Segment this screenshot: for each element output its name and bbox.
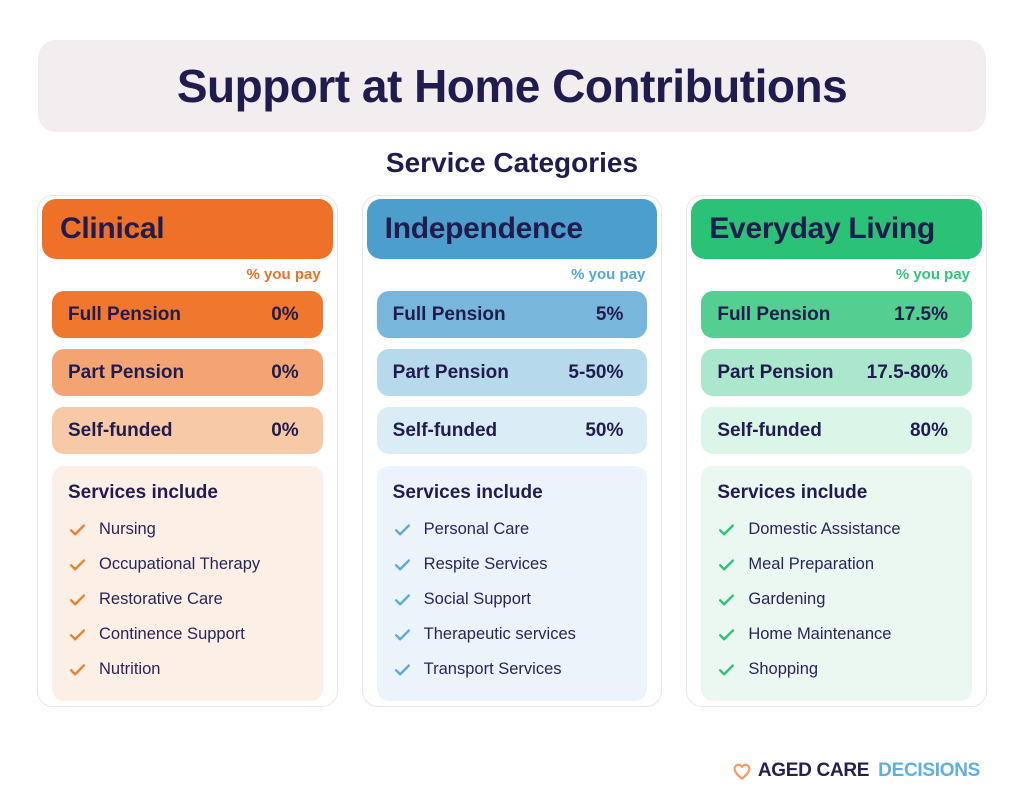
list-item: Gardening: [717, 582, 956, 617]
services-heading: Services include: [717, 482, 868, 503]
list-item: Nursing: [68, 512, 307, 547]
check-icon: [719, 594, 735, 606]
tier-value: 5%: [595, 303, 624, 325]
list-item: Meal Preparation: [717, 547, 956, 582]
check-icon: [719, 664, 735, 676]
check-icon: [719, 559, 735, 571]
service-label: Domestic Assistance: [748, 520, 901, 538]
list-item: Shopping: [717, 652, 956, 687]
service-label: Gardening: [748, 590, 826, 608]
list-item: Nutrition: [68, 652, 307, 687]
tier-label: Self-funded: [392, 419, 498, 441]
service-label: Occupational Therapy: [99, 555, 261, 573]
services-box: Services include Nursing Occupational Th…: [52, 466, 323, 701]
check-icon: [69, 524, 86, 536]
tier-row: Full Pension 17.5%: [701, 291, 973, 338]
column-clinical-header: Clinical: [42, 199, 333, 259]
list-item: Domestic Assistance: [717, 512, 956, 547]
tier-value: 17.5%: [894, 303, 949, 325]
tier-value: 50%: [585, 419, 624, 441]
service-label: Shopping: [748, 660, 819, 678]
tier-label: Part Pension: [717, 361, 834, 383]
column-clinical: Clinical % you pay Full Pension 0% Part …: [37, 195, 338, 707]
tier-row: Self-funded 80%: [701, 407, 973, 454]
column-independence: Independence % you pay Full Pension 5% P…: [361, 195, 663, 707]
column-independence-header: Independence: [366, 199, 658, 259]
tier-value: 80%: [909, 419, 949, 441]
service-label: Meal Preparation: [748, 555, 874, 573]
check-icon: [394, 559, 410, 571]
list-item: Personal Care: [393, 512, 632, 547]
tier-row: Part Pension 5-50%: [376, 349, 648, 396]
page-title: Support at Home Contributions: [176, 60, 848, 112]
tier-value: 17.5-80%: [866, 361, 949, 383]
tier-value: 5-50%: [568, 361, 624, 383]
check-icon: [719, 629, 735, 641]
check-icon: [69, 664, 86, 676]
tier-label: Full Pension: [717, 303, 831, 325]
column-title: Independence: [384, 212, 583, 245]
page-title-band: Support at Home Contributions: [38, 40, 986, 132]
service-label: Therapeutic services: [423, 625, 576, 643]
services-box: Services include Domestic Assistance Mea…: [701, 466, 973, 701]
tier-label: Full Pension: [68, 303, 181, 325]
brand-primary-text: AGED CARE: [757, 760, 870, 781]
brand-secondary-text: DECISIONS: [878, 760, 980, 781]
list-item: Social Support: [393, 582, 632, 617]
list-item: Home Maintenance: [717, 617, 956, 652]
tier-value: 0%: [271, 361, 299, 383]
services-heading: Services include: [68, 482, 218, 503]
service-label: Personal Care: [423, 520, 530, 538]
tier-row: Self-funded 50%: [376, 407, 648, 454]
tier-row: Full Pension 5%: [376, 291, 648, 338]
service-label: Nutrition: [99, 660, 161, 678]
tier-row: Full Pension 0%: [52, 291, 323, 338]
service-label: Nursing: [99, 520, 156, 538]
list-item: Therapeutic services: [393, 617, 632, 652]
category-columns: Clinical % you pay Full Pension 0% Part …: [37, 195, 988, 707]
list-item: Continence Support: [68, 617, 307, 652]
pay-label: % you pay: [246, 266, 321, 283]
check-icon: [719, 524, 735, 536]
tier-label: Full Pension: [392, 303, 506, 325]
check-icon: [394, 594, 410, 606]
service-label: Respite Services: [423, 555, 548, 573]
list-item: Respite Services: [393, 547, 632, 582]
list-item: Transport Services: [393, 652, 632, 687]
check-icon: [69, 559, 86, 571]
check-icon: [69, 629, 86, 641]
column-title: Everyday Living: [709, 212, 935, 245]
tier-label: Part Pension: [68, 361, 185, 383]
services-box: Services include Personal Care Respite S…: [376, 466, 648, 701]
tier-label: Self-funded: [68, 419, 173, 441]
column-everyday-living-header: Everyday Living: [691, 199, 983, 259]
services-heading: Services include: [392, 482, 543, 503]
tier-label: Part Pension: [392, 361, 509, 383]
page-subtitle: Service Categories: [385, 147, 639, 178]
brand-logo: AGED CARE DECISIONS: [731, 760, 980, 782]
pay-label: % you pay: [571, 266, 646, 283]
list-item: Restorative Care: [68, 582, 307, 617]
service-label: Social Support: [423, 590, 531, 608]
check-icon: [394, 664, 410, 676]
pay-label: % you pay: [895, 266, 971, 283]
service-label: Restorative Care: [99, 590, 223, 608]
column-title: Clinical: [60, 212, 165, 245]
heart-icon: [731, 760, 753, 782]
tier-label: Self-funded: [717, 419, 822, 441]
list-item: Occupational Therapy: [68, 547, 307, 582]
tier-row: Part Pension 17.5-80%: [701, 349, 973, 396]
service-label: Home Maintenance: [748, 625, 892, 643]
tier-row: Part Pension 0%: [52, 349, 323, 396]
tier-value: 0%: [271, 303, 299, 325]
service-label: Transport Services: [423, 660, 562, 678]
column-everyday-living: Everyday Living % you pay Full Pension 1…: [686, 195, 988, 707]
check-icon: [394, 524, 410, 536]
tier-value: 0%: [271, 419, 299, 441]
check-icon: [394, 629, 410, 641]
service-label: Continence Support: [99, 625, 245, 643]
check-icon: [69, 594, 86, 606]
tier-row: Self-funded 0%: [52, 407, 323, 454]
